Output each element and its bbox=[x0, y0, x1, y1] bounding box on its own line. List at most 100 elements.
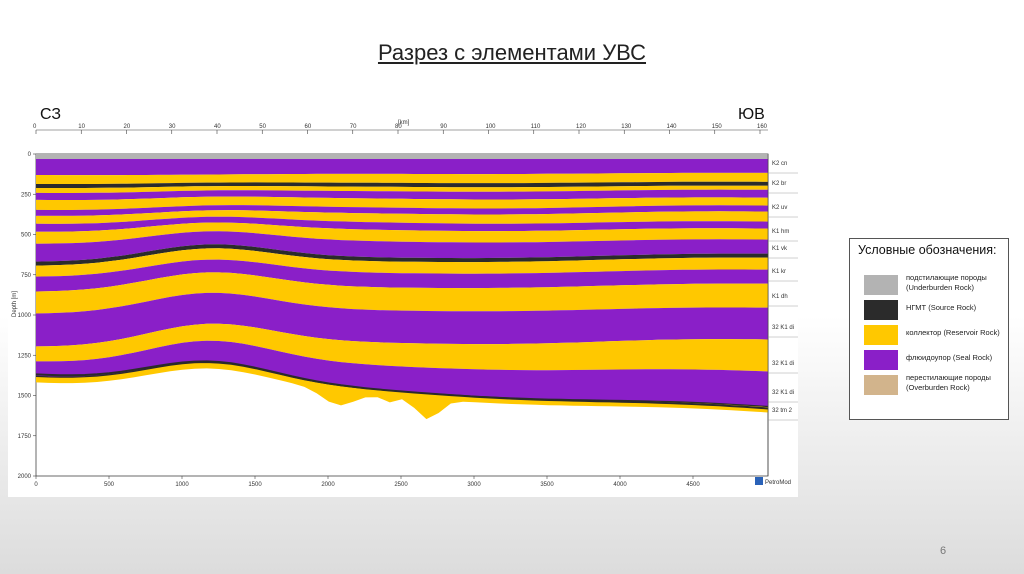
legend-item-source: НГМТ (Source Rock) bbox=[864, 298, 1004, 324]
left-tick-label: 0 bbox=[28, 152, 32, 158]
top-tick-label: 0 bbox=[33, 124, 37, 130]
layer-reservoir bbox=[36, 185, 768, 193]
legend-swatch-overburden bbox=[864, 375, 898, 395]
layer-reservoir bbox=[36, 222, 768, 244]
layer-reservoir bbox=[36, 210, 768, 224]
left-axis-title: Depth [m] bbox=[12, 291, 18, 317]
top-tick-label: 90 bbox=[440, 124, 447, 130]
left-tick-label: 500 bbox=[21, 233, 32, 239]
layer-seal bbox=[36, 340, 768, 407]
legend-label-overburden: перестилающие породы (Overburden Rock) bbox=[906, 373, 991, 392]
legend-swatch-reservoir bbox=[864, 325, 898, 345]
formation-label: 32 K1 di bbox=[772, 361, 794, 367]
layer-source bbox=[36, 181, 768, 188]
layer-reservoir bbox=[36, 196, 768, 210]
layer-underburden bbox=[36, 157, 768, 159]
top-tick-label: 80 bbox=[395, 124, 402, 130]
formation-label: K1 vk bbox=[772, 246, 788, 252]
left-tick-label: 1500 bbox=[18, 394, 32, 400]
top-tick-label: 160 bbox=[757, 124, 768, 130]
bottom-tick-label: 3000 bbox=[467, 482, 481, 488]
top-tick-label: 150 bbox=[712, 124, 723, 130]
top-tick-label: 30 bbox=[169, 124, 176, 130]
bottom-tick-label: 1000 bbox=[175, 482, 189, 488]
formation-label: K1 hm bbox=[772, 229, 789, 235]
layer-reservoir-base bbox=[36, 362, 768, 420]
layer-seal bbox=[36, 205, 768, 216]
left-tick-label: 1250 bbox=[18, 353, 32, 359]
bottom-axis-ticks: 0 500 1000 1500 2000 2500 3000 3500 4000 4500 bbox=[34, 476, 700, 488]
top-tick-label: 40 bbox=[214, 124, 221, 130]
bottom-tick-label: 2000 bbox=[321, 482, 335, 488]
formation-labels: K2 cn K2 br K2 uv K1 hm K1 vk K1 kr K1 dh 32 K1… bbox=[768, 161, 798, 421]
slide-title: Разрез с элементами УВС bbox=[377, 40, 647, 65]
legend-label-underburden: подстилающие породы (Underburden Rock) bbox=[906, 273, 987, 292]
legend-item-reservoir: коллектор (Reservoir Rock) bbox=[864, 323, 1004, 349]
top-tick-label: 10 bbox=[78, 124, 85, 130]
left-tick-label: 250 bbox=[21, 192, 32, 198]
top-tick-label: 130 bbox=[621, 124, 632, 130]
formation-label: K2 cn bbox=[772, 161, 787, 167]
left-axis-ticks: 0 250 500 750 1000 1250 1500 1750 2000 bbox=[18, 152, 36, 480]
bottom-tick-label: 500 bbox=[104, 482, 115, 488]
layer-seal bbox=[36, 189, 768, 200]
legend-swatch-seal bbox=[864, 350, 898, 370]
top-tick-label: 100 bbox=[486, 124, 497, 130]
formation-label: K1 dh bbox=[772, 294, 788, 300]
bottom-tick-label: 4500 bbox=[686, 482, 700, 488]
layer-seal bbox=[36, 292, 768, 347]
top-tick-label: 120 bbox=[576, 124, 587, 130]
bottom-tick-label: 3500 bbox=[540, 482, 554, 488]
base-contour-line bbox=[35, 361, 769, 408]
legend-label-source: НГМТ (Source Rock) bbox=[906, 303, 977, 312]
formation-label: 32 tm 2 bbox=[772, 408, 793, 414]
formation-label: 32 K1 di bbox=[772, 325, 794, 331]
cross-section-panel: 0 10 20 30 40 50 60 70 80 90 100 110 120 130 140 150 160… bbox=[8, 72, 798, 497]
top-tick-label: 70 bbox=[350, 124, 357, 130]
top-tick-label: 140 bbox=[667, 124, 678, 130]
layer-seal bbox=[36, 216, 768, 232]
legend-box: Условные обозначения: подстилающие пород… bbox=[849, 238, 1009, 420]
layer-seal bbox=[36, 231, 768, 262]
layer-reservoir bbox=[36, 248, 768, 277]
left-tick-label: 750 bbox=[21, 273, 32, 279]
geologic-layers bbox=[35, 154, 769, 420]
legend-title: Условные обозначения: bbox=[858, 243, 997, 257]
top-tick-label: 20 bbox=[124, 124, 131, 130]
bottom-tick-label: 4000 bbox=[613, 482, 627, 488]
logo-text: PetroMod bbox=[765, 480, 791, 486]
legend-item-underburden: подстилающие породы (Underburden Rock) bbox=[864, 273, 1004, 299]
top-tick-label: 50 bbox=[259, 124, 266, 130]
layer-reservoir bbox=[36, 323, 768, 372]
direction-left-label: СЗ bbox=[40, 106, 62, 123]
page-number: 6 bbox=[940, 545, 947, 557]
bottom-tick-label: 0 bbox=[34, 482, 38, 488]
formation-label: K2 br bbox=[772, 181, 786, 187]
legend-label-reservoir: коллектор (Reservoir Rock) bbox=[906, 328, 1000, 337]
layer-seal bbox=[36, 259, 768, 292]
bottom-tick-label: 2500 bbox=[394, 482, 408, 488]
legend-swatch-source bbox=[864, 300, 898, 320]
top-strip bbox=[36, 154, 768, 157]
top-axis-ticks: 0 10 20 30 40 50 60 70 80 90 100 110 120 130 140 150 160 bbox=[33, 124, 768, 134]
formation-label: K1 kr bbox=[772, 269, 786, 275]
legend-label-seal: флюидоупор (Seal Rock) bbox=[906, 353, 993, 362]
legend-item-overburden: перестилающие породы (Overburden Rock) bbox=[864, 373, 1004, 399]
legend-item-seal: флюидоупор (Seal Rock) bbox=[864, 348, 1004, 374]
logo-icon bbox=[755, 477, 763, 485]
layer-seal bbox=[36, 159, 768, 176]
top-tick-label: 110 bbox=[531, 124, 541, 130]
left-tick-label: 1000 bbox=[18, 313, 32, 319]
layer-source bbox=[36, 244, 768, 266]
left-tick-label: 1750 bbox=[18, 434, 32, 440]
legend-swatch-underburden bbox=[864, 275, 898, 295]
left-tick-label: 2000 bbox=[18, 474, 32, 480]
formation-label: 32 K1 di bbox=[772, 390, 794, 396]
layer-reservoir bbox=[36, 172, 768, 184]
bottom-tick-label: 1500 bbox=[248, 482, 262, 488]
top-axis-unit: [km] bbox=[398, 120, 410, 126]
direction-right-label: ЮВ bbox=[738, 106, 765, 123]
top-tick-label: 60 bbox=[305, 124, 312, 130]
layer-reservoir bbox=[36, 272, 768, 314]
cross-section-svg: 0 10 20 30 40 50 60 70 80 90 100 110 120 130 140 150 160… bbox=[12, 120, 798, 488]
